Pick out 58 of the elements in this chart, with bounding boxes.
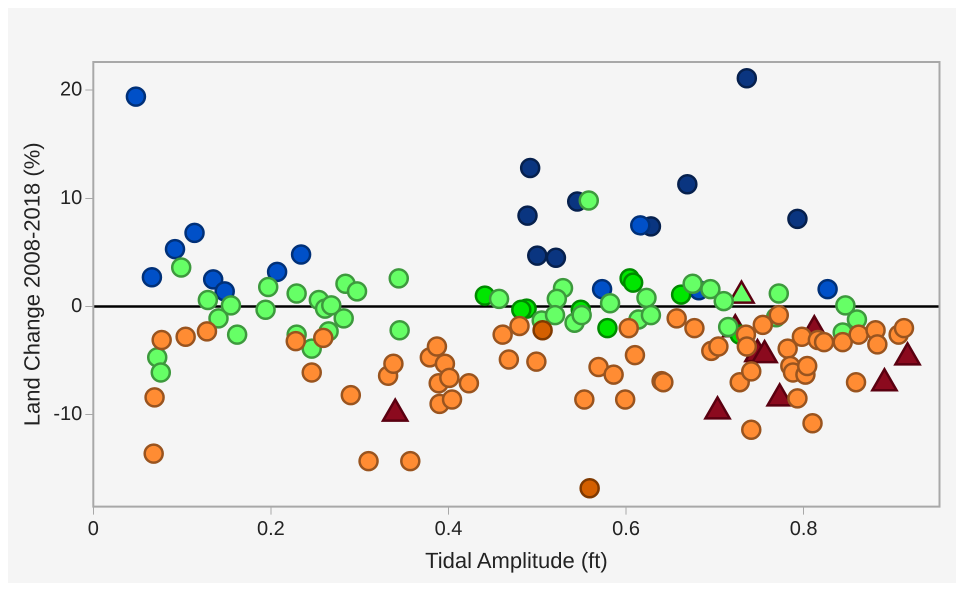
- point: [817, 278, 838, 300]
- y-tick-label: 0: [71, 294, 82, 317]
- point: [622, 272, 644, 293]
- point: [592, 278, 612, 300]
- point: [286, 283, 307, 304]
- point: [226, 324, 248, 345]
- point: [164, 238, 186, 260]
- x-tick-label: 0: [88, 518, 99, 540]
- point: [150, 362, 172, 383]
- point: [835, 295, 856, 316]
- x-tick-label: 0.4: [434, 518, 462, 540]
- point: [700, 278, 721, 300]
- y-tick-label: 20: [60, 78, 82, 101]
- point: [220, 295, 242, 316]
- point: [184, 222, 205, 244]
- point: [682, 274, 703, 294]
- point: [546, 248, 566, 268]
- point: [202, 269, 224, 290]
- point: [266, 262, 288, 282]
- point: [768, 283, 790, 304]
- point: [630, 215, 651, 236]
- point: [488, 288, 510, 310]
- x-tick-label: 0.2: [256, 518, 285, 540]
- point: [544, 304, 566, 326]
- point: [520, 158, 540, 178]
- point: [290, 244, 312, 265]
- point: [578, 190, 600, 211]
- point: [198, 290, 218, 310]
- point: [170, 257, 192, 278]
- point: [636, 288, 657, 308]
- point: [736, 68, 758, 88]
- point: [388, 268, 410, 289]
- point: [346, 281, 368, 302]
- point: [321, 295, 342, 316]
- point: [527, 245, 548, 266]
- point: [579, 478, 600, 498]
- y-axis-title: Land Change 2008-2018 (%): [19, 142, 44, 426]
- point: [532, 320, 553, 341]
- point: [597, 318, 618, 338]
- point: [389, 320, 410, 341]
- point: [640, 304, 662, 326]
- point: [787, 208, 808, 230]
- point: [713, 290, 734, 312]
- y-tick-label: 10: [60, 186, 82, 209]
- point: [142, 267, 162, 288]
- point: [258, 276, 278, 298]
- point: [333, 308, 354, 329]
- point: [255, 299, 276, 320]
- y-tick-label: -10: [53, 403, 82, 426]
- point: [126, 86, 146, 107]
- point: [600, 292, 620, 314]
- x-tick-label: 0.8: [790, 518, 818, 540]
- point: [517, 205, 538, 226]
- x-tick-label: 0.6: [612, 518, 640, 540]
- point: [546, 288, 568, 310]
- point: [571, 304, 592, 326]
- x-axis-title: Tidal Amplitude (ft): [425, 548, 608, 573]
- point: [677, 174, 698, 194]
